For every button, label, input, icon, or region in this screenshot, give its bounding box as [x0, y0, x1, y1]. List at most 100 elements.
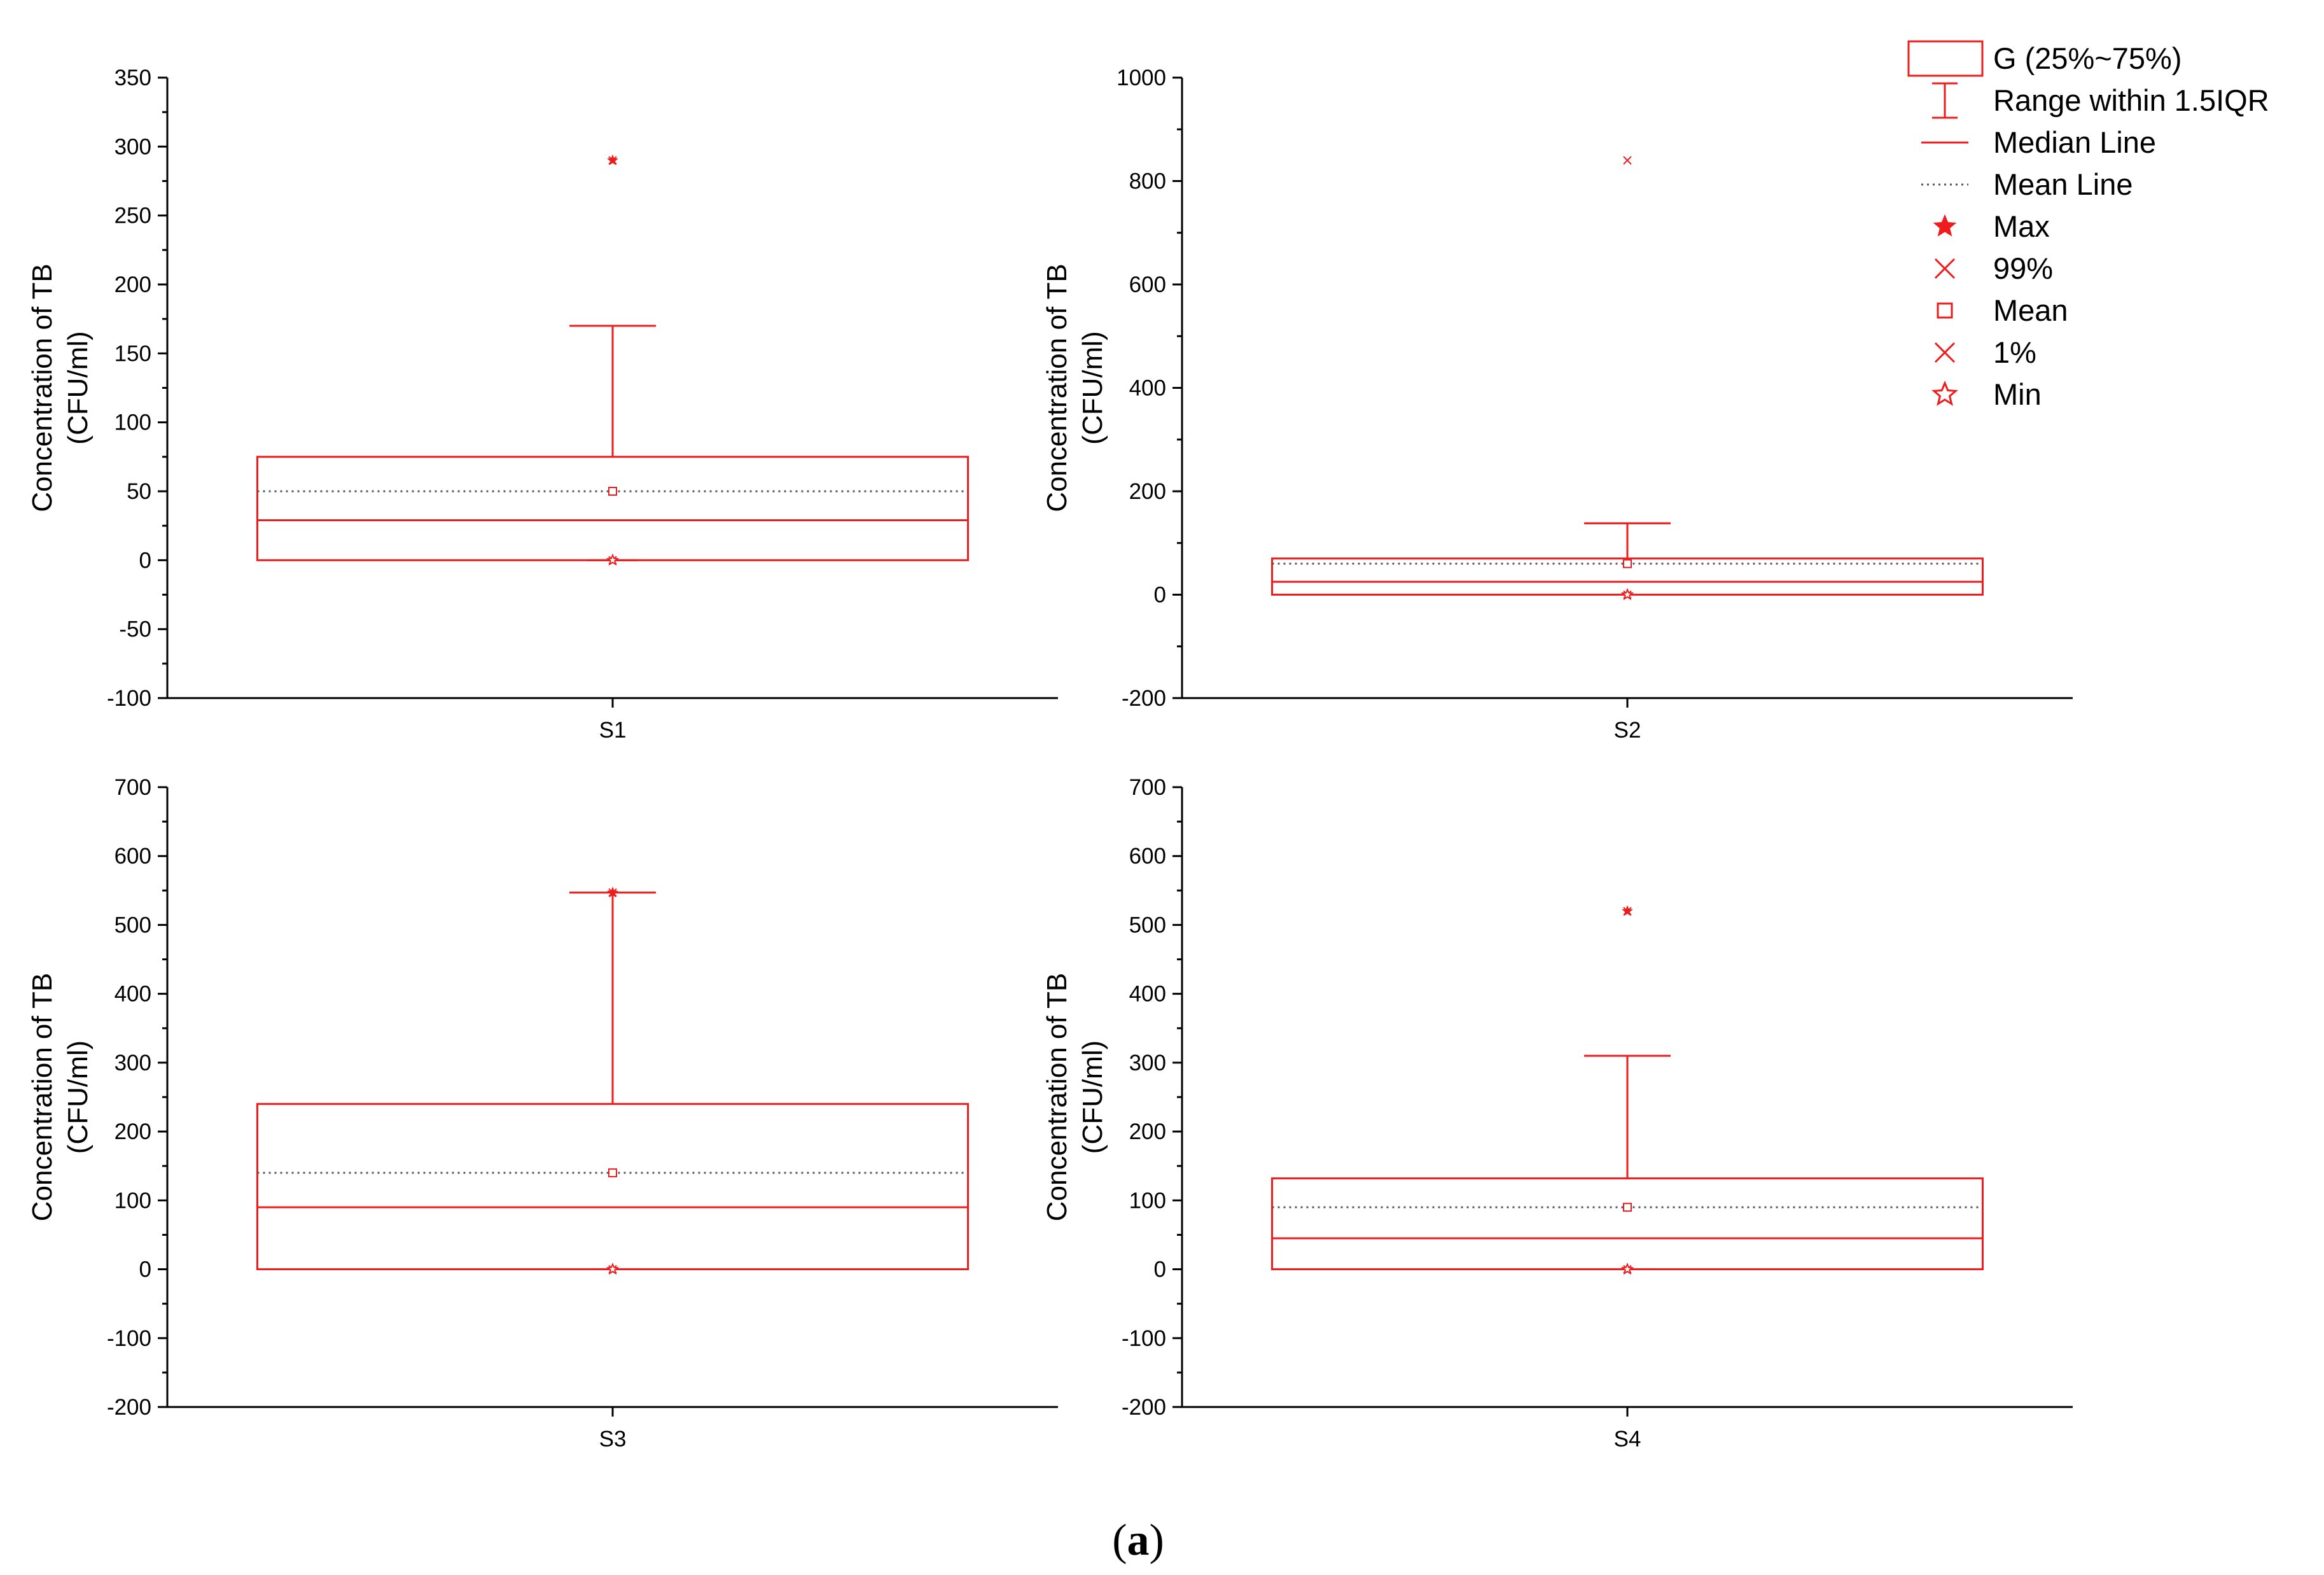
y-tick-label: 50	[127, 479, 151, 504]
caption-close: )	[1150, 1516, 1164, 1565]
min-marker	[606, 553, 620, 566]
y-tick-label: 1000	[1117, 66, 1166, 90]
caption-open: (	[1112, 1516, 1127, 1565]
y-axis-title-line1: Concentration of TB	[27, 973, 58, 1222]
x-tick-label: S1	[599, 718, 627, 743]
y-tick-label: 150	[115, 341, 151, 366]
y-tick-label: 100	[115, 410, 151, 435]
legend-item-p1: 1%	[1934, 335, 2036, 369]
legend: G (25%~75%) Range within 1.5IQR Median Lin…	[1907, 40, 2269, 411]
y-tick-label: 250	[115, 204, 151, 228]
mean-marker	[1623, 559, 1632, 568]
legend-item-whisker: Range within 1.5IQR	[1932, 82, 2269, 119]
chart-panel-s3: -200 -100 0 100 200 300 400 500 600 700 S3 Concentr…	[27, 775, 1058, 1452]
y-tick-label: 200	[115, 272, 151, 297]
legend-item-max: Max	[1933, 209, 2050, 243]
legend-box-icon	[1907, 40, 1984, 77]
y-tick-label: 300	[115, 1051, 151, 1075]
min-marker	[1620, 1262, 1634, 1275]
iqr-box	[256, 456, 969, 561]
chart-panel-s1: -100 -50 0 50 100 150 200 250 300 350 S1 Concentrat…	[27, 66, 1058, 743]
y-tick-label: 500	[115, 913, 151, 937]
legend-label: Min	[1993, 377, 2042, 411]
max-marker	[1622, 905, 1633, 916]
legend-max-icon	[1933, 214, 1957, 237]
legend-item-p99: 99%	[1934, 251, 2053, 285]
legend-p1-icon	[1934, 342, 1956, 363]
min-marker	[1620, 587, 1634, 601]
y-tick-label: -200	[107, 1395, 151, 1420]
y-tick-label: 0	[1154, 1257, 1166, 1282]
min-marker	[606, 1262, 620, 1275]
iqr-box	[1271, 1177, 1984, 1271]
legend-item-meanline: Mean Line	[1921, 167, 2133, 201]
legend-label: Mean Line	[1993, 167, 2133, 201]
y-axis-title: Concentration of TB (CFU/ml)	[27, 263, 94, 512]
legend-p99-icon	[1934, 258, 1956, 279]
y-axis-title-line1: Concentration of TB	[27, 263, 58, 512]
y-tick-label: -100	[1122, 1326, 1166, 1351]
y-tick-label: -50	[119, 617, 151, 642]
y-tick-label: 300	[115, 134, 151, 159]
y-axis-title-line2: (CFU/ml)	[62, 1040, 94, 1154]
y-axis-title-line2: (CFU/ml)	[62, 331, 94, 444]
chart-panel-s2: -200 0 200 400 600 800 1000 S2 Concentration of …	[1041, 66, 2073, 743]
y-tick-label: -100	[107, 1326, 151, 1351]
y-tick-label: -200	[1122, 1395, 1166, 1420]
y-tick-label: 500	[1129, 913, 1166, 937]
y-axis-title: Concentration of TB (CFU/ml)	[1041, 973, 1108, 1222]
y-tick-label: 400	[1129, 376, 1166, 401]
legend-label: 1%	[1993, 335, 2036, 369]
iqr-box	[256, 1103, 969, 1271]
mean-marker	[608, 1168, 617, 1178]
legend-label: 99%	[1993, 251, 2053, 285]
y-tick-label: 0	[139, 548, 151, 573]
caption-letter: a	[1127, 1516, 1150, 1565]
y-tick-label: 100	[115, 1188, 151, 1213]
legend-mean-icon	[1937, 302, 1953, 319]
legend-item-box: G (25%~75%)	[1907, 40, 2182, 77]
legend-label: Range within 1.5IQR	[1993, 83, 2269, 117]
legend-label: Median Line	[1993, 125, 2156, 159]
chart-panel-s4: -200 -100 0 100 200 300 400 500 600 700 S4 Concentr…	[1041, 775, 2073, 1452]
y-tick-label: 200	[1129, 479, 1166, 504]
y-axis-title-line2: (CFU/ml)	[1077, 1040, 1108, 1154]
p99-marker	[1623, 156, 1632, 165]
y-axis-title-line1: Concentration of TB	[1041, 263, 1073, 512]
legend-label: G (25%~75%)	[1993, 41, 2182, 75]
y-axis-title: Concentration of TB (CFU/ml)	[27, 973, 94, 1222]
max-marker	[607, 154, 618, 165]
legend-item-mean: Mean	[1937, 293, 2068, 327]
y-tick-label: 600	[1129, 844, 1166, 869]
legend-min-icon	[1931, 381, 1958, 406]
y-axis-title-line1: Concentration of TB	[1041, 973, 1073, 1222]
y-tick-label: 600	[115, 844, 151, 869]
x-tick-label: S4	[1614, 1427, 1641, 1452]
y-tick-label: 600	[1129, 272, 1166, 297]
mean-marker	[608, 487, 617, 496]
max-marker	[607, 886, 618, 898]
y-axis-title: Concentration of TB (CFU/ml)	[1041, 263, 1108, 512]
legend-label: Mean	[1993, 293, 2068, 327]
y-tick-label: 800	[1129, 169, 1166, 194]
mean-marker	[1623, 1203, 1632, 1212]
figure-caption: (a)	[1112, 1516, 1164, 1565]
y-tick-label: -200	[1122, 686, 1166, 711]
y-tick-label: 350	[115, 66, 151, 90]
y-tick-label: 700	[115, 775, 151, 800]
y-tick-label: 700	[1129, 775, 1166, 800]
legend-label: Max	[1993, 209, 2050, 243]
y-tick-label: 300	[1129, 1051, 1166, 1075]
legend-item-median: Median Line	[1921, 125, 2156, 159]
y-tick-label: 0	[1154, 583, 1166, 608]
x-tick-label: S2	[1614, 718, 1641, 743]
y-tick-label: 0	[139, 1257, 151, 1282]
y-tick-label: -100	[107, 686, 151, 711]
y-tick-label: 100	[1129, 1188, 1166, 1213]
y-tick-label: 400	[115, 982, 151, 1007]
x-tick-label: S3	[599, 1427, 627, 1452]
y-tick-label: 400	[1129, 982, 1166, 1007]
legend-item-min: Min	[1931, 377, 2042, 411]
y-tick-label: 200	[1129, 1119, 1166, 1144]
